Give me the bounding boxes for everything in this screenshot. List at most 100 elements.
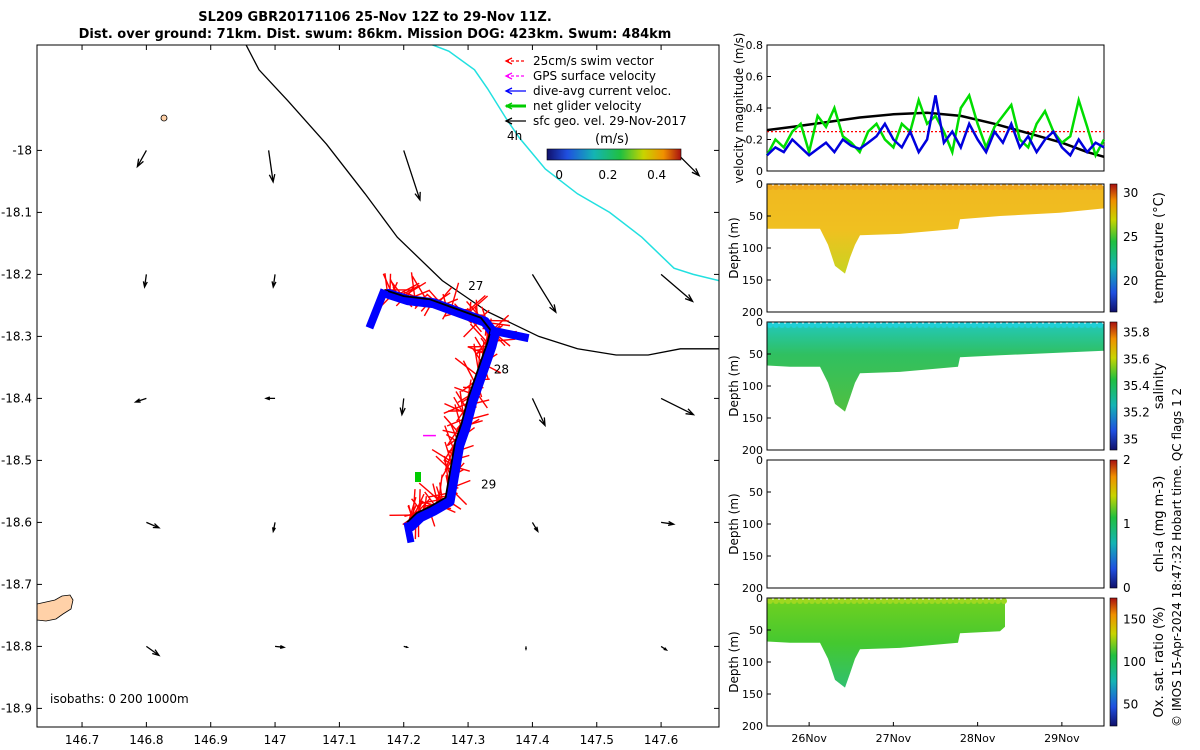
profile-surface-sample [947,184,953,190]
profile-surface-sample [923,322,929,328]
profile-surface-sample [845,598,851,604]
depth-tick-label: 50 [749,348,763,361]
profile-surface-sample [1097,184,1103,190]
profile-surface-sample [959,598,965,604]
colorbar-tick-label: 100 [1123,655,1146,669]
dive-avg-current-band [383,288,500,532]
swim-vector [459,390,465,417]
geo-velocity-vector [274,644,286,649]
legend-label: 25cm/s swim vector [533,54,654,68]
map-ytick-label: -18.6 [1,515,32,529]
profile-surface-sample [893,184,899,190]
swim-vector [443,455,450,482]
legend-arrowhead [504,117,513,125]
profile-surface-sample [839,598,845,604]
profile-surface-sample [959,322,965,328]
depth-tick-label: 0 [756,592,763,605]
profile-surface-sample [887,598,893,604]
geo-velocity-vector [136,150,147,169]
profile-surface-sample [1079,322,1085,328]
velocity-series [765,92,1106,159]
colorbar-tick-label: 25 [1123,230,1138,244]
profile-surface-sample [989,322,995,328]
swim-vector [408,496,417,521]
map-axes [37,45,719,727]
coastline-patch [37,594,74,622]
map-xtick-label: 146.8 [129,733,163,747]
profile-surface-sample [863,322,869,328]
copyright-note: © IMOS 15-Apr-2024 18:47:32 Hobart time.… [1170,387,1184,727]
profile-surface-sample [989,184,995,190]
swim-vector [469,323,488,344]
colorbar-tick-label: 35.6 [1123,352,1150,366]
profile-surface-sample [965,184,971,190]
profile-surface-sample [779,322,785,328]
colorbar-tick-label: 150 [1123,612,1146,626]
profile-surface-sample [845,184,851,190]
profile-surface-sample [983,322,989,328]
profile-surface-sample [899,598,905,604]
profile-surface-sample [983,184,989,190]
profile-surface-sample [791,184,797,190]
depth-tick-label: 50 [749,210,763,223]
velocity-series [766,95,1105,158]
swim-vector [382,273,392,293]
colorbar-tick-label: 30 [1123,186,1138,200]
profile-surface-sample [1091,184,1097,190]
map-colorbar-label: (m/s) [595,132,629,147]
profile-surface-sample [773,184,779,190]
profile-colorbar [1109,459,1118,589]
profile-surface-sample [833,322,839,328]
profile-surface-sample [797,322,803,328]
map-ytick-label: -18.2 [1,267,32,281]
current-tail [365,288,389,330]
geo-velocity-vector [660,397,696,416]
depth-tick-label: 0 [756,454,763,467]
profile-surface-sample [1073,184,1079,190]
profile-surface-sample [815,322,821,328]
depth-tick-label: 100 [742,380,763,393]
depth-tick-label: 50 [749,486,763,499]
profile-surface-sample [815,184,821,190]
map-frame [36,44,720,728]
profile-surface-sample [1019,184,1025,190]
velocity-ytick-label: 0.2 [746,134,764,147]
legend-label: net glider velocity [533,99,641,113]
velocity-ytick-label: 0.4 [746,102,764,115]
profile-surface-sample [1079,184,1085,190]
profile-surface-sample [929,598,935,604]
profile-surface-sample [941,184,947,190]
profile-surface-sample [1073,322,1079,328]
swim-vector [473,343,479,370]
profile-surface-sample [809,184,815,190]
map-xtick-label: 147.6 [644,733,678,747]
profile-surface-sample [1049,184,1055,190]
profile-surface-sample [971,598,977,604]
profile-surface-sample [767,184,773,190]
profile-surface-sample [833,598,839,604]
depth-tick-label: 100 [742,242,763,255]
profile-surface-sample [1019,322,1025,328]
colorbar-tick-label: 35.4 [1123,379,1150,393]
profile-surface-sample [1043,184,1049,190]
profile-surface-sample [983,598,989,604]
swim-vector [454,386,471,394]
profile-surface-sample [1067,184,1073,190]
map-ytick-label: -18.4 [1,391,32,405]
profile-surface-sample [977,184,983,190]
swim-vector [411,275,427,300]
profile-surface-sample [833,184,839,190]
depth-tick-label: 150 [742,412,763,425]
glider-track [384,289,492,524]
profile-surface-sample [905,184,911,190]
profile-surface-sample [971,322,977,328]
profile-surface-sample [953,322,959,328]
geo-velocity-vector [271,274,277,289]
current-tail [403,521,415,544]
profile-surface-sample [773,322,779,328]
geo-velocity-vector [146,521,161,529]
map-ytick-label: -18 [12,143,32,157]
map-ytick-label: -18.3 [1,329,32,343]
profile-surface-sample [893,322,899,328]
profile-surface-sample [815,598,821,604]
